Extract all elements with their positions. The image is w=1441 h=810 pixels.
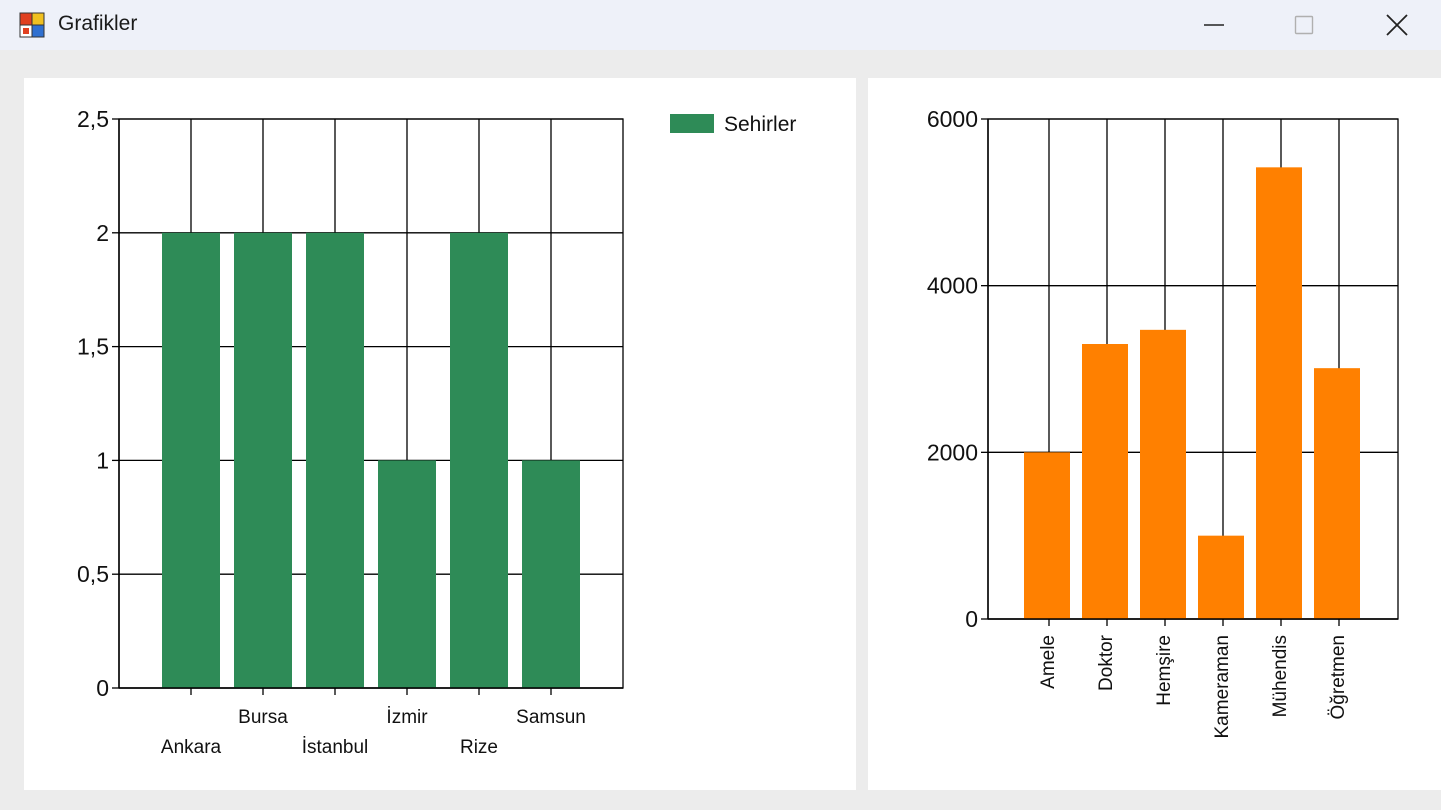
title-bar: Grafikler [0, 0, 1441, 50]
y-tick-label: 4000 [927, 273, 978, 299]
bar-kameraman [1198, 535, 1244, 619]
bar-bursa [234, 232, 292, 689]
minimize-button[interactable] [1169, 0, 1259, 50]
maximize-icon [1294, 15, 1314, 35]
x-tick-label: Bursa [238, 707, 288, 728]
x-tick-label: Samsun [516, 707, 586, 728]
bar-i̇stanbul [306, 232, 364, 689]
bar-ankara [162, 232, 220, 689]
chart-panel-meslekler: 0 2000 4000 6000 Amele Doktor Hemşire Kameraman… [868, 78, 1441, 790]
bar-i̇zmir [378, 460, 436, 688]
y-tick-label: 1,5 [77, 334, 109, 360]
maximize-button[interactable] [1259, 0, 1349, 50]
y-tick-label: 1 [96, 447, 109, 473]
bar-hemşire [1140, 329, 1186, 619]
y-tick-label: 2 [96, 220, 109, 246]
x-tick-label: Rize [460, 737, 498, 758]
bar-rize [450, 232, 508, 689]
legend-label: Sehirler [724, 113, 796, 136]
x-tick-label: Öğretmen [1328, 635, 1349, 719]
y-tick-label: 0,5 [77, 561, 109, 587]
x-tick-label: Kameraman [1212, 635, 1233, 739]
chart-panel-sehirler: 0 0,5 1 1,5 2 2,5 Ankara Bursa İstanbul İzmir Rize… [24, 78, 856, 790]
bar-öğretmen [1314, 368, 1360, 619]
bar-doktor [1082, 344, 1128, 619]
legend-swatch [670, 114, 714, 133]
x-tick-label: Mühendis [1270, 635, 1291, 717]
window-title: Grafikler [58, 12, 138, 35]
bar-amele [1024, 452, 1070, 619]
x-tick-label: İzmir [386, 707, 428, 728]
y-tick-label: 0 [965, 606, 978, 632]
bar-samsun [522, 460, 580, 688]
bar-mühendis [1256, 167, 1302, 619]
x-tick-label: Doktor [1096, 634, 1117, 691]
close-button[interactable] [1352, 0, 1441, 50]
x-tick-label: İstanbul [302, 737, 369, 758]
x-tick-label: Ankara [161, 737, 222, 758]
minimize-icon [1204, 24, 1224, 26]
y-tick-label: 0 [96, 675, 109, 701]
y-tick-label: 6000 [927, 106, 978, 132]
x-tick-label: Hemşire [1154, 635, 1175, 706]
y-tick-label: 2000 [927, 439, 978, 465]
app-icon [19, 12, 45, 38]
close-icon [1386, 14, 1408, 36]
sehirler-chart: 0 0,5 1 1,5 2 2,5 Ankara Bursa İstanbul İzmir Rize… [77, 106, 796, 758]
meslekler-chart: 0 2000 4000 6000 Amele Doktor Hemşire Kameraman… [927, 106, 1399, 739]
x-tick-label: Amele [1038, 635, 1059, 689]
y-tick-label: 2,5 [77, 106, 109, 132]
